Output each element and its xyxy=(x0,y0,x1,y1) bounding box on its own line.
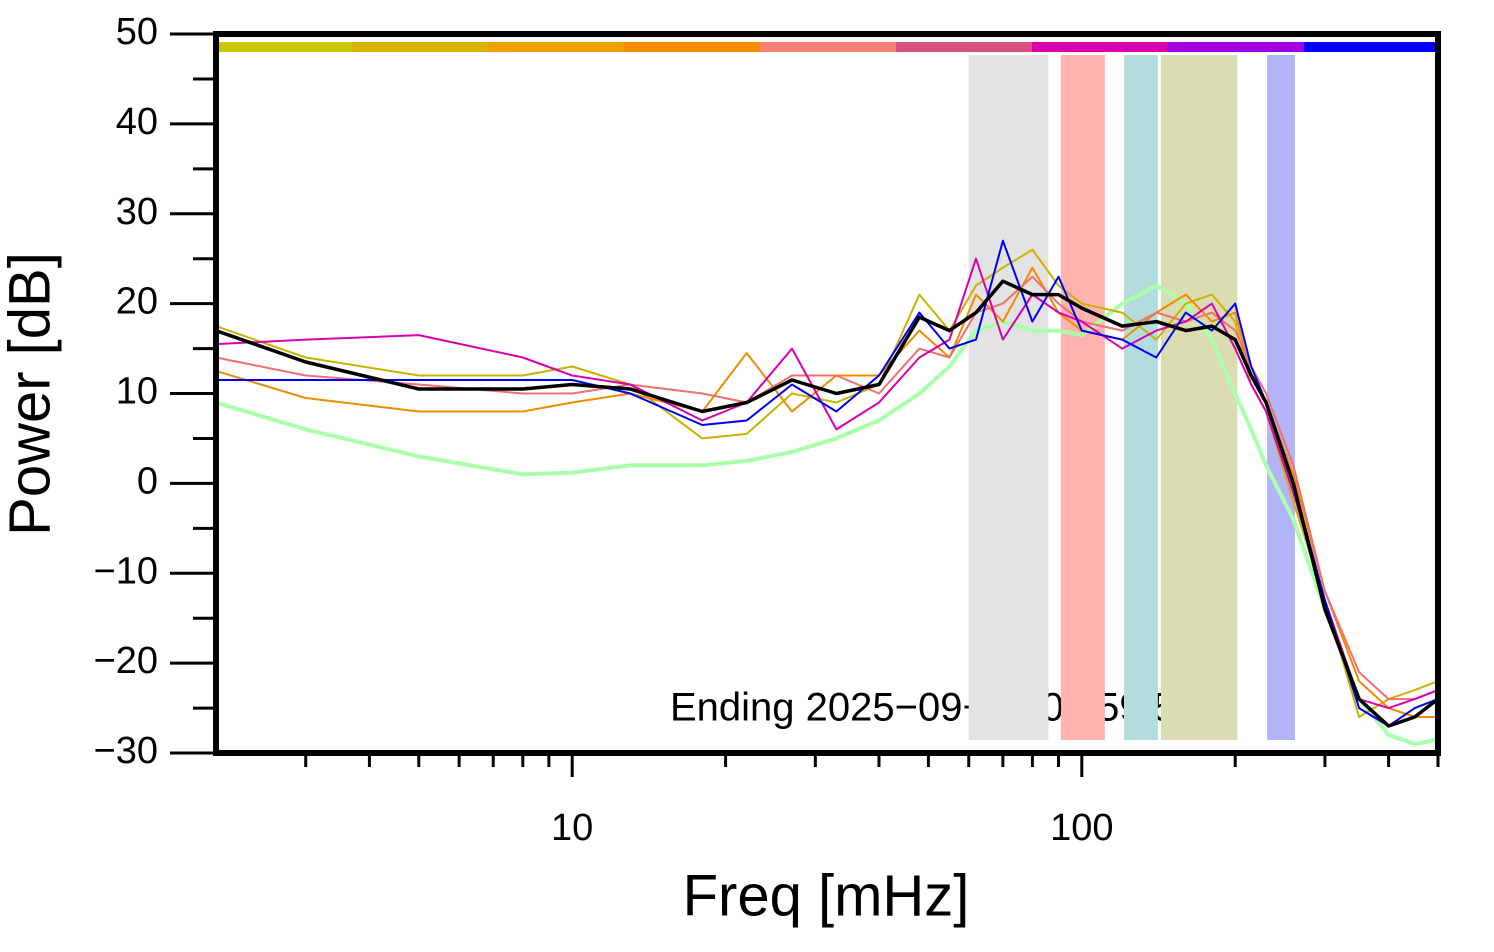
x-tick-label: 10 xyxy=(551,807,593,849)
y-tick-label: −10 xyxy=(94,550,158,592)
series-line xyxy=(216,275,1438,701)
y-tick-label: 30 xyxy=(116,191,158,233)
y-tick-label: 20 xyxy=(116,281,158,323)
x-tick-label: 100 xyxy=(1050,807,1113,849)
band xyxy=(968,55,1049,740)
annotation: Ending 2025−09−23 05:59:59 xyxy=(670,686,1197,730)
series-line xyxy=(216,248,1438,718)
series-line xyxy=(216,283,1438,746)
series-line xyxy=(216,279,1438,728)
y-tick-label: −30 xyxy=(94,730,158,772)
plot-frame xyxy=(213,31,1441,756)
band xyxy=(1160,55,1238,740)
band xyxy=(1123,55,1158,740)
series-line xyxy=(216,239,1438,727)
color-bar xyxy=(216,42,1438,52)
band xyxy=(1267,55,1295,740)
y-axis-label: Power [dB] xyxy=(0,252,62,536)
y-tick-label: 0 xyxy=(137,460,158,502)
x-axis-label: Freq [mHz] xyxy=(683,863,970,928)
lines xyxy=(216,239,1438,746)
y-tick-label: 10 xyxy=(116,371,158,413)
y-tick-label: −20 xyxy=(94,640,158,682)
y-tick-label: 40 xyxy=(116,101,158,143)
series-line xyxy=(216,257,1438,710)
y-tick-label: 50 xyxy=(116,11,158,53)
band xyxy=(1060,55,1105,740)
